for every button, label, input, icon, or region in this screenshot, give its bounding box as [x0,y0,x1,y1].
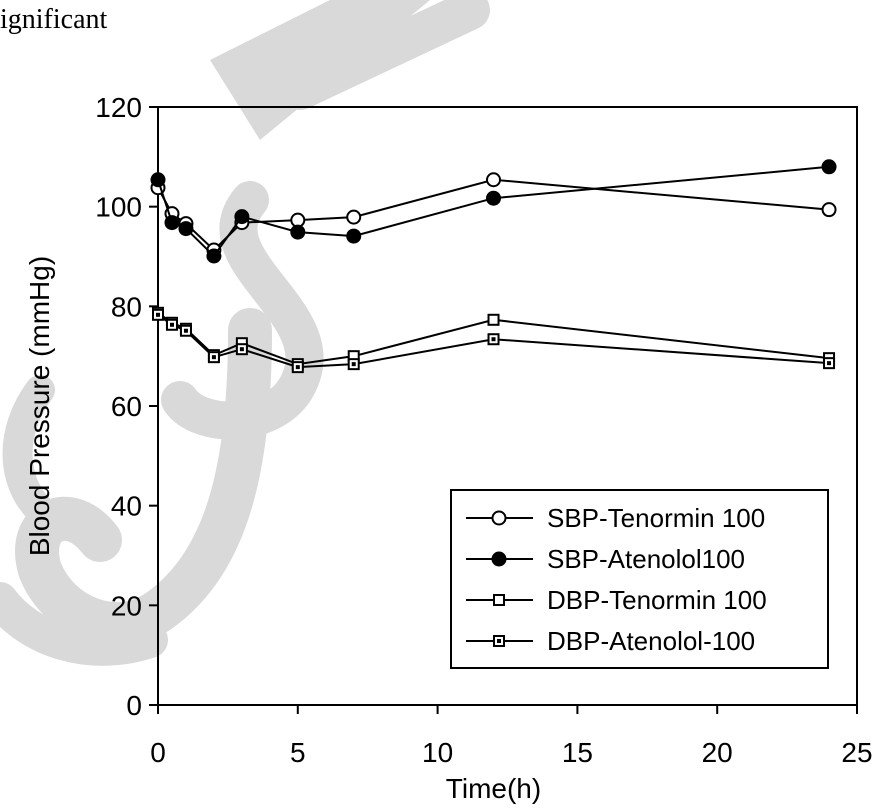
data-point [347,358,360,371]
data-point [178,221,194,237]
y-tick-label: 0 [126,690,142,721]
legend-label: DBP-Tenormin 100 [547,585,767,615]
data-point [291,361,304,374]
y-tick-label: 20 [111,590,142,621]
data-point [164,215,180,231]
watermark-shape [0,0,490,666]
legend-item: SBP-Tenormin 100 [466,503,765,533]
data-point [179,324,192,337]
data-point [234,209,250,225]
legend-marker [491,551,507,567]
x-axis: 0 5 10 15 20 25 [150,705,873,768]
data-point [206,248,222,264]
x-tick-label: 0 [150,737,166,768]
legend-box [450,489,829,669]
x-tick-label: 5 [290,737,306,768]
watermark-stroke [15,308,272,647]
data-point [487,313,500,326]
y-tick-label: 60 [111,391,142,422]
x-tick-label: 10 [422,737,453,768]
legend-label: DBP-Atenolol-100 [547,626,755,656]
legend-item: DBP-Tenormin 100 [466,585,767,615]
y-tick-label: 40 [111,491,142,522]
watermark-stroke [0,582,168,666]
y-axis-title: Blood Pressure (mmHg) [24,256,55,556]
data-point [150,172,166,188]
y-axis: 0 20 40 60 80 100 120 [95,92,158,721]
series-4 [152,308,836,374]
data-point [346,209,362,225]
x-tick-label: 15 [562,737,593,768]
data-point [207,351,220,364]
page-top-text: ignificant [0,4,108,35]
y-tick-label: 80 [111,291,142,322]
legend-label: SBP-Tenormin 100 [547,503,765,533]
data-point [152,308,164,321]
data-point [346,228,362,244]
legend-label: SBP-Atenolol100 [547,544,745,574]
y-tick-label: 120 [95,92,142,123]
watermark-stroke [280,0,490,110]
data-point [823,357,836,370]
legend: SBP-Tenormin 100 SBP-Atenolol100 DBP-Tenor… [450,489,829,669]
legend-item: DBP-Atenolol-100 [466,626,755,656]
legend-item: SBP-Atenolol100 [466,544,745,574]
data-point [290,224,306,240]
legend-marker [493,594,505,606]
data-point [486,172,502,188]
data-point [235,343,248,356]
y-tick-label: 100 [95,192,142,223]
series-2 [150,159,837,264]
series-layer [150,159,837,374]
watermark-stroke [2,375,55,525]
data-point [165,318,178,331]
data-point [821,202,837,218]
x-axis-title: Time(h) [446,773,541,804]
data-point [487,333,500,346]
legend-marker [491,510,507,526]
data-point [486,190,502,206]
legend-marker [493,635,505,647]
x-tick-label: 25 [841,737,872,768]
x-tick-label: 20 [702,737,733,768]
data-point [821,159,837,175]
